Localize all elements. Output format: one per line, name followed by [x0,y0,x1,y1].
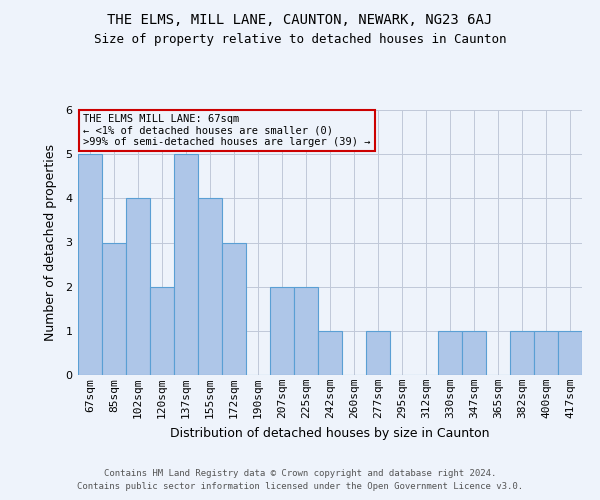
Text: THE ELMS MILL LANE: 67sqm
← <1% of detached houses are smaller (0)
>99% of semi-: THE ELMS MILL LANE: 67sqm ← <1% of detac… [83,114,371,147]
Bar [174,154,198,375]
Bar [78,154,102,375]
X-axis label: Distribution of detached houses by size in Caunton: Distribution of detached houses by size … [170,426,490,440]
Bar [102,242,126,375]
Bar [150,286,174,375]
Bar [366,331,390,375]
Bar [198,198,222,375]
Bar [462,331,486,375]
Bar [558,331,582,375]
Bar [438,331,462,375]
Text: Contains HM Land Registry data © Crown copyright and database right 2024.: Contains HM Land Registry data © Crown c… [104,468,496,477]
Bar [294,286,318,375]
Text: Size of property relative to detached houses in Caunton: Size of property relative to detached ho… [94,32,506,46]
Bar [318,331,342,375]
Bar [126,198,150,375]
Text: Contains public sector information licensed under the Open Government Licence v3: Contains public sector information licen… [77,482,523,491]
Bar [534,331,558,375]
Y-axis label: Number of detached properties: Number of detached properties [44,144,57,341]
Bar [270,286,294,375]
Bar [222,242,246,375]
Text: THE ELMS, MILL LANE, CAUNTON, NEWARK, NG23 6AJ: THE ELMS, MILL LANE, CAUNTON, NEWARK, NG… [107,12,493,26]
Bar [510,331,534,375]
